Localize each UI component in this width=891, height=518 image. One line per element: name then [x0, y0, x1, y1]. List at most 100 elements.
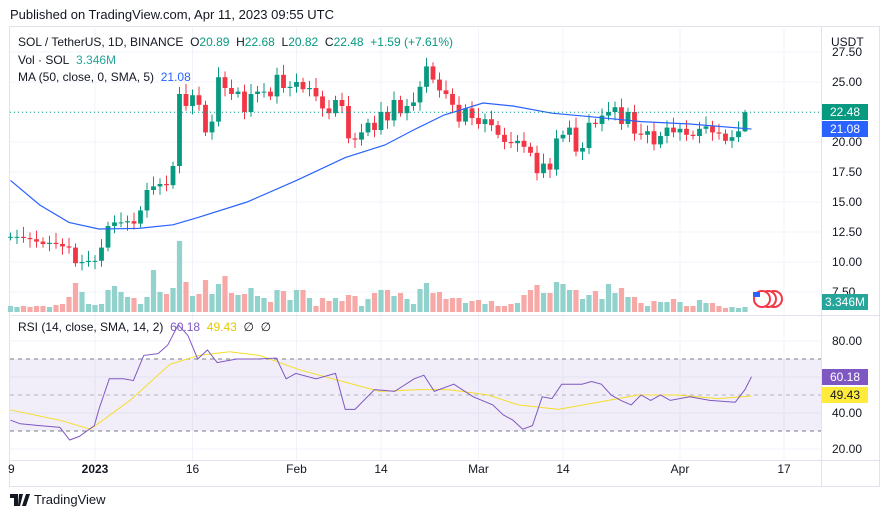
volume-bar: [547, 293, 553, 312]
volume-bar: [553, 282, 560, 312]
tradingview-logo[interactable]: TradingView: [10, 492, 106, 507]
candle: [157, 178, 163, 195]
candle-body: [385, 112, 390, 121]
volume-bar: [27, 307, 33, 312]
volume-bar: [586, 295, 592, 312]
candle: [625, 107, 631, 128]
volume-bar: [540, 293, 547, 312]
candle-body: [391, 100, 397, 121]
symbol-legend[interactable]: SOL / TetherUS, 1D, BINANCE O20.89 H22.6…: [18, 35, 453, 49]
volume-bar: [131, 298, 137, 312]
volume-bar: [189, 296, 196, 312]
candle-body: [320, 96, 325, 109]
candle-body: [593, 122, 598, 124]
candle: [118, 212, 124, 228]
candle: [313, 78, 319, 102]
candle-body: [99, 247, 104, 261]
candle-body: [118, 222, 124, 224]
open-label: O: [190, 35, 200, 49]
volume-bar: [631, 297, 638, 312]
candle-body: [346, 106, 351, 139]
candle-body: [339, 100, 345, 106]
volume-bar: [573, 290, 579, 312]
volume-label: Vol · SOL: [18, 53, 70, 67]
time-tick-label: Apr: [671, 462, 690, 476]
volume-bar: [92, 305, 98, 312]
rsi-tick-label: 40.00: [832, 406, 862, 420]
candle: [34, 230, 39, 248]
candle: [541, 153, 546, 178]
time-tick-label: Mar: [468, 462, 489, 476]
candle-body: [567, 127, 572, 135]
candle: [79, 254, 85, 271]
candle-body: [216, 77, 221, 122]
change-value: +1.59 (+7.61%): [370, 35, 453, 49]
rsi-legend[interactable]: RSI (14, close, SMA, 14, 2) 60.18 49.43 …: [18, 320, 271, 334]
candle: [664, 120, 670, 144]
candle: [671, 117, 676, 138]
candle-body: [196, 95, 202, 105]
volume-bar: [339, 301, 345, 312]
candle: [209, 114, 215, 140]
candle-body: [79, 262, 85, 264]
candle: [502, 127, 507, 150]
candle: [547, 157, 553, 178]
candle-body: [138, 210, 143, 224]
candle-body: [66, 246, 72, 248]
volume-bar: [449, 298, 456, 312]
volume-bar: [59, 304, 66, 312]
volume-bar: [566, 290, 573, 312]
ma-legend[interactable]: MA (50, close, 0, SMA, 5) 21.08: [18, 70, 191, 84]
volume-bar: [319, 298, 326, 312]
candle-body: [60, 244, 65, 247]
candle: [424, 57, 429, 93]
volume-bar: [157, 292, 163, 312]
candle-body: [21, 236, 26, 238]
candle: [274, 67, 280, 104]
volume-bar: [7, 306, 14, 312]
candle: [638, 123, 644, 140]
candle: [723, 129, 728, 145]
volume-bar: [274, 290, 280, 312]
time-tick-label: Feb: [286, 462, 307, 476]
candle: [677, 123, 683, 141]
candle-body: [8, 236, 13, 238]
price-tick-label: 27.50: [832, 45, 862, 59]
candle: [658, 131, 663, 148]
candle: [268, 87, 273, 100]
volume-bar: [345, 295, 352, 312]
candle-body: [586, 122, 592, 148]
candle-body: [495, 125, 501, 135]
volume-bar: [53, 305, 59, 312]
candle-body: [443, 90, 449, 94]
volume-legend[interactable]: Vol · SOL 3.346M: [18, 53, 116, 67]
candle-body: [612, 107, 618, 112]
candle-body: [222, 77, 228, 88]
candle-body: [651, 131, 657, 145]
candle-body: [736, 131, 741, 138]
time-tick-label: 2023: [82, 462, 109, 476]
volume-bar: [657, 302, 664, 312]
volume-bar: [267, 302, 274, 312]
candle-body: [144, 190, 150, 211]
candle: [632, 104, 637, 141]
candle: [320, 90, 325, 117]
rsi-line: [10, 323, 752, 441]
candle-body: [463, 108, 468, 122]
rsi-extra-1: ∅: [243, 320, 254, 334]
candle-body: [684, 128, 689, 135]
candle-body: [430, 66, 436, 80]
volume-bar: [163, 294, 170, 312]
volume-bar: [293, 290, 300, 312]
candle-body: [307, 88, 312, 90]
candle-body: [261, 91, 267, 93]
candle-body: [716, 132, 722, 134]
volume-bar: [176, 241, 183, 312]
volume-bar: [417, 289, 423, 312]
candle: [53, 232, 59, 249]
symbol-title: SOL / TetherUS, 1D, BINANCE: [18, 35, 184, 49]
candle-body: [53, 242, 59, 244]
candle-body: [482, 119, 488, 124]
candle: [593, 118, 598, 128]
